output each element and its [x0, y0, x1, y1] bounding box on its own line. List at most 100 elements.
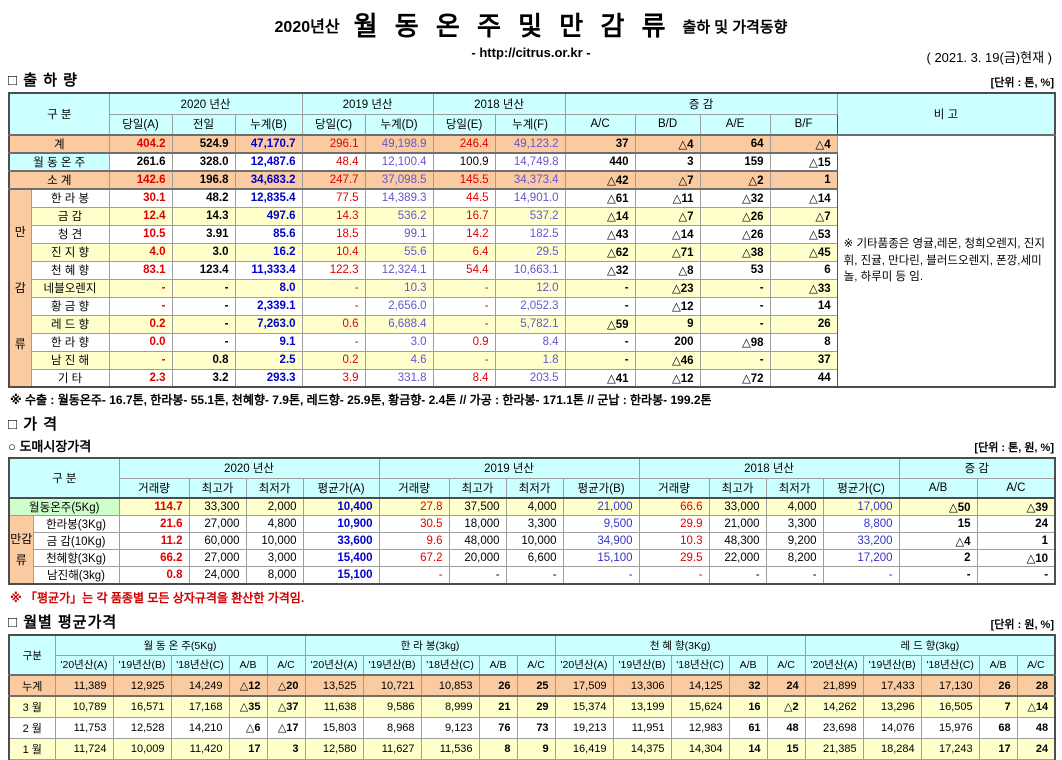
value-cell: - [432, 296, 496, 316]
value-cell: 14,125 [670, 674, 730, 697]
value-cell: △53 [769, 224, 838, 244]
value-cell: 3.0 [171, 242, 236, 262]
monthly-col-header: A/B [228, 654, 268, 676]
value-cell: 26 [769, 314, 838, 334]
value-cell: △42 [564, 170, 636, 190]
shipment-row: 천 혜 향 83.1 123.4 11,333.4 122.3 12,324.1 54.4 1… [9, 260, 1055, 280]
row-label: 월 동 온 주 [8, 152, 110, 172]
value-cell: 0.6 [301, 314, 366, 334]
shipment-col-header: 누계(B) [234, 113, 303, 136]
value-cell: 203.5 [494, 368, 566, 388]
value-cell: 3.91 [171, 224, 236, 244]
value-cell: 49,123.2 [494, 134, 566, 154]
value-cell: 2,656.0 [364, 296, 434, 316]
monthly-col-header: '18년산(C) [420, 654, 480, 676]
value-cell: 15,624 [670, 695, 730, 718]
value-cell: 66.6 [638, 497, 710, 516]
value-cell: △37 [266, 695, 306, 718]
value-cell: 44 [769, 368, 838, 388]
value-cell: 29.5 [638, 549, 710, 567]
value-cell: △26 [699, 224, 771, 244]
shipment-row: 한 라 향 0.0-9.1-3.0 0.9 8.4-200 △98 8 [9, 332, 1055, 352]
value-cell: 14,304 [670, 737, 730, 760]
value-cell: - [301, 332, 366, 352]
row-label: 남진해(3kg) [32, 566, 120, 585]
price-col-header: A/C [976, 477, 1056, 499]
price-col-header: 최저가 [505, 477, 564, 499]
value-cell: 28 [1016, 674, 1056, 697]
row-label: 레 드 향 [30, 314, 110, 334]
value-cell: 22,000 [708, 549, 767, 567]
value-cell: 34,683.2 [234, 170, 303, 190]
value-cell: 123.4 [171, 260, 236, 280]
price-col-header: 최저가 [765, 477, 824, 499]
value-cell: △14 [1016, 695, 1056, 718]
value-cell: - [448, 566, 507, 585]
value-cell: △43 [564, 224, 636, 244]
value-cell: △2 [766, 695, 806, 718]
value-cell: 6 [769, 260, 838, 280]
value-cell: 17,433 [862, 674, 922, 697]
value-cell: △11 [634, 188, 701, 208]
row-label: 3 월 [8, 695, 56, 718]
col-group-redhyang: 레 드 향(3kg) [804, 634, 1056, 656]
value-cell: △45 [769, 242, 838, 262]
value-cell: 13,296 [862, 695, 922, 718]
price-col-header: 거래량 [638, 477, 710, 499]
col-group-2020: 2020 년산 [108, 92, 303, 115]
value-cell: 9 [516, 737, 556, 760]
price-row: 금 감(10Kg) 11.2 60,000 10,000 33,600 9.6 48,000… [9, 532, 1056, 550]
value-cell: 13,525 [304, 674, 364, 697]
col-header-gubun: 구분 [8, 634, 56, 676]
value-cell: 9.6 [378, 532, 450, 550]
value-cell: △7 [634, 206, 701, 226]
monthly-header-row-columns: '20년산(A) '19년산(B) '18년산(C) A/B A/C '20년산(A) '1… [9, 654, 1056, 676]
shipment-row: 월 동 온 주 261.6 328.0 12,487.6 48.4 12,100.4 100… [8, 152, 1055, 172]
value-cell: △12 [228, 674, 268, 697]
value-cell: 17,130 [920, 674, 980, 697]
value-cell: 11,724 [54, 737, 114, 760]
value-cell: △4 [769, 134, 838, 154]
value-cell: 30.5 [378, 515, 450, 533]
value-cell: 9,123 [420, 716, 480, 739]
value-cell: 21,000 [708, 515, 767, 533]
monthly-col-header: '19년산(B) [112, 654, 172, 676]
shipment-header-row-columns: 당일(A) 전일 누계(B) 당일(C) 누계(D) 당일(E) 누계(F) A/C B/D A/… [9, 113, 1055, 136]
value-cell: 14,262 [804, 695, 864, 718]
value-cell: - [564, 278, 636, 298]
value-cell: 11,420 [170, 737, 230, 760]
row-label: 금 감 [30, 206, 110, 226]
value-cell: 10,000 [505, 532, 564, 550]
value-cell: 26 [478, 674, 518, 697]
value-cell: 30.1 [108, 188, 173, 208]
value-cell: 2.3 [108, 368, 173, 388]
value-cell: 2,052.3 [494, 296, 566, 316]
value-cell: △4 [898, 532, 978, 550]
value-cell: 17,243 [920, 737, 980, 760]
shipment-row: 청 견 10.5 3.91 85.6 18.5 99.1 14.2 182.5 △43 △14 △2… [9, 224, 1055, 244]
monthly-price-table: 구분 월 동 온 주(5Kg) 한 라 봉(3kg) 천 혜 향(3Kg) 레 … [8, 634, 1057, 760]
shipment-col-header: A/C [564, 113, 636, 136]
monthly-unit-label: [단위 : 원, %] [990, 619, 1054, 631]
monthly-col-header: A/B [978, 654, 1018, 676]
value-cell: 0.2 [301, 350, 366, 370]
value-cell: 49,198.9 [364, 134, 434, 154]
value-cell: △14 [564, 206, 636, 226]
value-cell: 2,000 [245, 497, 304, 516]
value-cell: 17,000 [822, 497, 900, 516]
value-cell: △41 [564, 368, 636, 388]
value-cell: 10.4 [301, 242, 366, 262]
price-header-row-columns: 거래량 최고가 최저가 평균가(A) 거래량 최고가 최저가 평균가(B) 거래량 최고가 최저가 평… [9, 477, 1056, 499]
value-cell: 33,000 [708, 497, 767, 516]
value-cell: △32 [564, 260, 636, 280]
monthly-col-header: '20년산(A) [804, 654, 864, 676]
group-label-vertical: 만감류 [8, 515, 34, 585]
value-cell: 12,580 [304, 737, 364, 760]
value-cell: 29.9 [638, 515, 710, 533]
value-cell: 48.2 [171, 188, 236, 208]
value-cell: 24 [766, 674, 806, 697]
value-cell: 8.4 [494, 332, 566, 352]
value-cell: 246.4 [432, 134, 496, 154]
value-cell: 10,900 [302, 515, 380, 533]
value-cell: △7 [769, 206, 838, 226]
